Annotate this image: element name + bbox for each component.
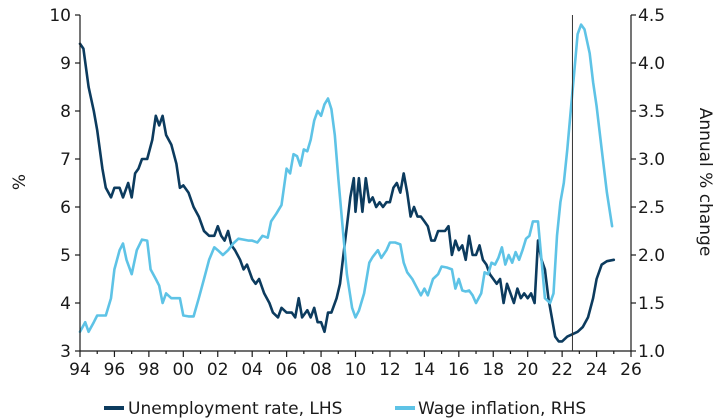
x-tick-label: 22: [551, 360, 573, 380]
legend: Unemployment rate, LHS Wage inflation, R…: [104, 399, 586, 418]
x-tick-label: 20: [517, 360, 539, 380]
x-tick-label: 98: [138, 360, 160, 380]
y-axis-title-left: %: [10, 174, 30, 190]
y-tick-label-right: 4.0: [638, 54, 665, 74]
y-tick-label-left: 9: [60, 54, 71, 74]
x-tick-label: 16: [448, 360, 470, 380]
y-tick-label-right: 3.5: [638, 102, 665, 122]
x-tick-label: 00: [172, 360, 194, 380]
x-tick-label: 26: [620, 360, 642, 380]
y-tick-label-right: 1.0: [638, 342, 665, 362]
y-tick-label-left: 3: [60, 342, 71, 362]
series-line-wage-inflation: [78, 23, 614, 334]
x-tick-label: 14: [414, 360, 436, 380]
x-tick-label: 94: [69, 360, 91, 380]
tick-layer: 3 4 5 6 7 8 9 10 1.0 1.5 2.0 2.5 3.0 3.5 4.0 4.5 94 96 98 0…: [49, 6, 665, 380]
x-tick-label: 24: [586, 360, 608, 380]
y-tick-label-left: 4: [60, 294, 71, 314]
y-tick-label-left: 8: [60, 102, 71, 122]
axes-layer: [79, 15, 632, 352]
series-layer: [78, 23, 616, 343]
x-tick-label: 04: [241, 360, 263, 380]
y-tick-label-right: 2.5: [638, 198, 665, 218]
y-axis-title-right: Annual % change: [695, 108, 715, 257]
y-tick-label-left: 10: [49, 6, 71, 26]
x-tick-label: 18: [482, 360, 504, 380]
y-tick-label-left: 7: [60, 150, 71, 170]
y-tick-label-left: 5: [60, 246, 71, 266]
x-tick-label: 12: [379, 360, 401, 380]
x-tick-label: 02: [207, 360, 229, 380]
x-tick-label: 96: [104, 360, 126, 380]
x-tick-label: 06: [276, 360, 298, 380]
y-tick-label-right: 4.5: [638, 6, 665, 26]
x-tick-label: 10: [345, 360, 367, 380]
series-line-unemployment: [78, 42, 616, 343]
legend-label-wage-inflation: Wage inflation, RHS: [418, 399, 586, 418]
y-tick-label-right: 1.5: [638, 294, 665, 314]
y-tick-label-right: 2.0: [638, 246, 665, 266]
y-tick-label-right: 3.0: [638, 150, 665, 170]
y-tick-label-left: 6: [60, 198, 71, 218]
legend-label-unemployment: Unemployment rate, LHS: [128, 399, 342, 418]
x-tick-label: 08: [310, 360, 332, 380]
